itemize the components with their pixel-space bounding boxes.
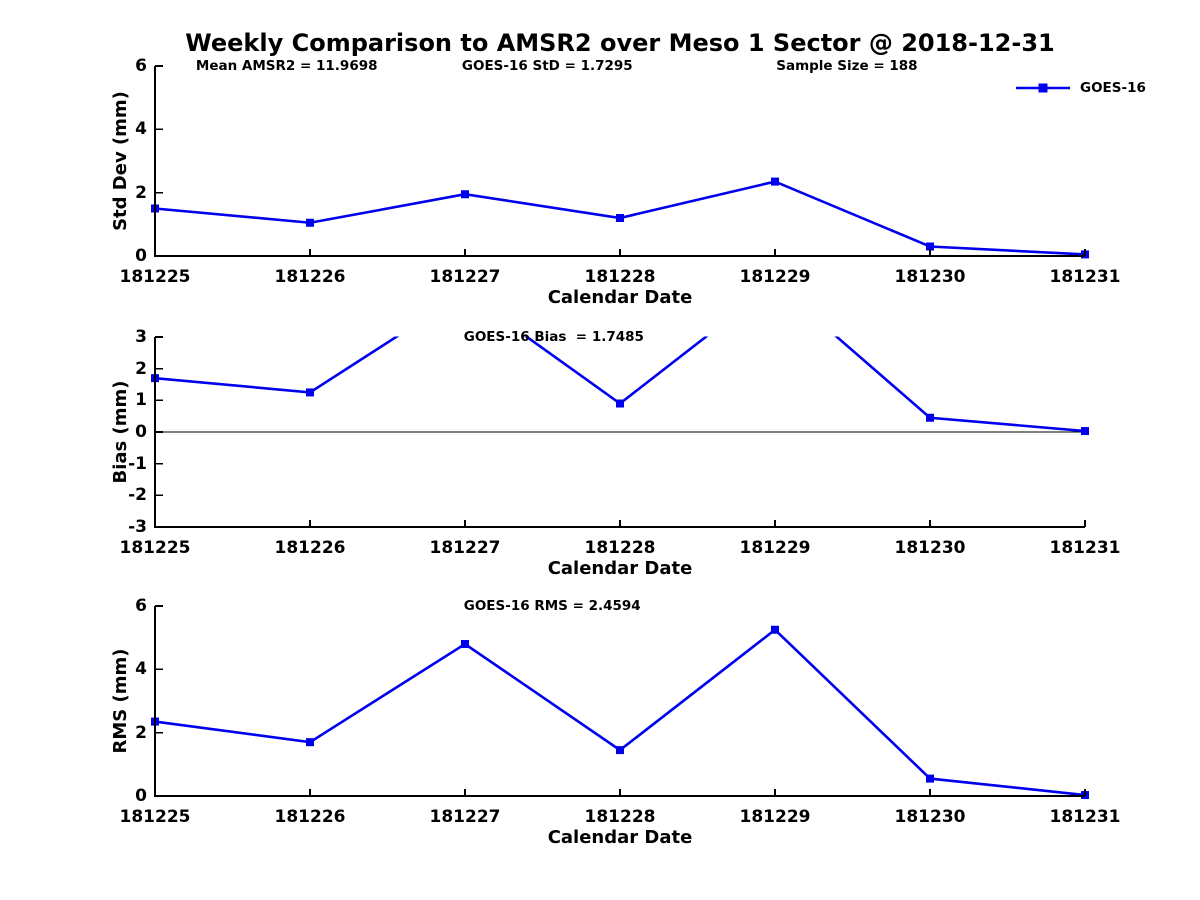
y-tick-label: 1 (135, 390, 147, 411)
annotation-mean-amsr2: Mean AMSR2 = 11.9698 (195, 58, 378, 74)
y-tick-label: 0 (135, 246, 147, 266)
stddev-x-axis-label: Calendar Date (547, 287, 693, 308)
x-tick-label: 181225 (119, 538, 191, 558)
x-tick-label: 181231 (1049, 538, 1121, 558)
y-tick-label: -1 (128, 453, 147, 474)
y-tick-label: 2 (135, 358, 147, 379)
x-tick-label: 181229 (739, 807, 811, 827)
x-tick-label: 181228 (584, 538, 656, 558)
bias-x-axis-label: Calendar Date (547, 558, 693, 579)
annotation-sample-size: Sample Size = 188 (776, 58, 918, 74)
x-tick-label: 181228 (584, 267, 656, 287)
x-tick-label: 181229 (739, 538, 811, 558)
x-tick-label: 181230 (894, 538, 966, 558)
y-tick-label: -3 (128, 517, 147, 537)
x-tick-label: 181229 (739, 267, 811, 287)
y-tick-label: 6 (135, 596, 147, 616)
x-tick-label: 181226 (274, 538, 346, 558)
y-tick-label: 3 (135, 327, 147, 347)
legend: GOES-16 (1014, 79, 1146, 97)
legend-label: GOES-16 (1080, 80, 1146, 96)
y-tick-label: 6 (135, 56, 147, 76)
x-tick-label: 181230 (894, 267, 966, 287)
figure-title: Weekly Comparison to AMSR2 over Meso 1 S… (185, 29, 1055, 57)
y-tick-label: 4 (135, 659, 147, 680)
x-tick-label: 181225 (119, 267, 191, 287)
rms-x-axis-label: Calendar Date (547, 827, 693, 848)
y-tick-label: 4 (135, 119, 147, 140)
annotation-goes16-rms: GOES-16 RMS = 2.4594 (463, 598, 641, 614)
y-tick-label: 2 (135, 722, 147, 743)
y-tick-label: 0 (135, 786, 147, 806)
x-tick-label: 181226 (274, 807, 346, 827)
annotation-goes16-std: GOES-16 StD = 1.7295 (461, 58, 633, 74)
x-tick-label: 181230 (894, 807, 966, 827)
x-tick-label: 181225 (119, 807, 191, 827)
stddev-y-axis-label: Std Dev (mm) (110, 91, 131, 231)
y-tick-label: 2 (135, 182, 147, 203)
legend-line-icon (1016, 83, 1070, 93)
x-tick-label: 181231 (1049, 807, 1121, 827)
x-tick-label: 181227 (429, 267, 501, 287)
x-tick-label: 181226 (274, 267, 346, 287)
y-tick-label: 0 (135, 422, 147, 442)
y-tick-label: -2 (128, 485, 147, 506)
rms-y-axis-label: RMS (mm) (110, 648, 131, 754)
x-tick-label: 181228 (584, 807, 656, 827)
annotation-goes16-bias: GOES-16 Bias = 1.7485 (463, 329, 644, 345)
x-tick-label: 181227 (429, 807, 501, 827)
x-tick-label: 181227 (429, 538, 501, 558)
x-tick-label: 181231 (1049, 267, 1121, 287)
